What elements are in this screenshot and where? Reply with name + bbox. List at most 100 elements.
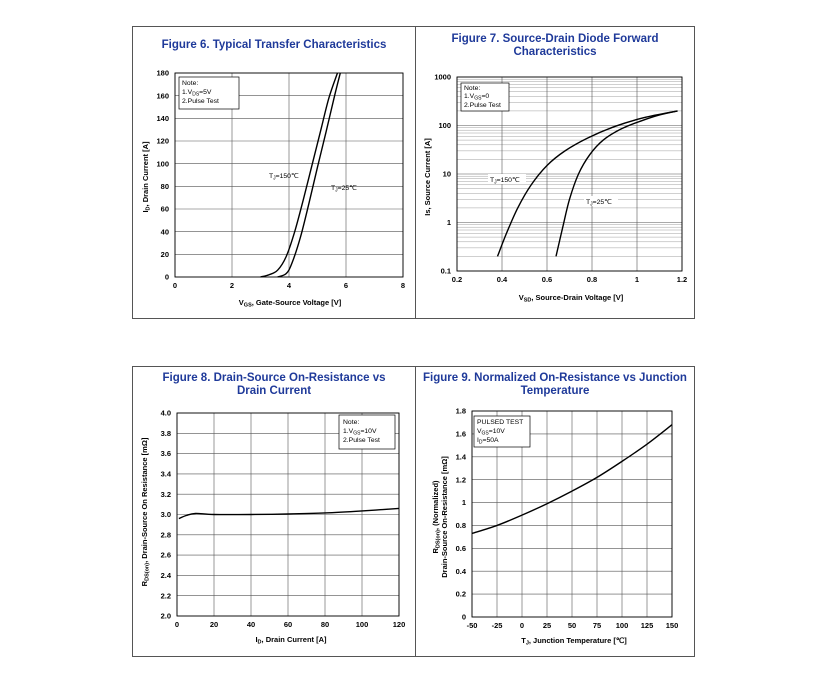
x-tick-label: 20 [210,620,218,629]
x-tick-label: 2 [230,281,234,290]
figure-8-y-axis-label: RDS(on), Drain-Source On Resistance [mΩ] [140,437,151,586]
y-tick-label: 1.2 [456,475,466,484]
figure-7-curve-label-150c: TJ=150℃ [490,177,520,186]
series-line-1 [260,72,339,278]
x-tick-label: 0 [520,621,524,630]
x-tick-label: 1.2 [677,275,687,284]
figure-9-note-line2: VGS=10V [477,428,505,437]
series-line-1 [471,424,673,535]
series-line-2 [555,110,678,257]
x-tick-label: 60 [284,620,292,629]
figure-6-note-line1: Note: [182,80,198,87]
figure-7-note-line1: Note: [464,85,480,92]
plot-frame [456,76,683,272]
figure-6-chart: 0 20 40 60 80 100 120 140 160 180 0 2 4 6 8 Note: 1.VD… [141,69,405,309]
y-tick-label: 0.2 [456,590,466,599]
y-tick-label: 140 [156,114,169,123]
figure-6-panel: Figure 6. Typical Transfer Characteristi… [132,26,416,319]
y-tick-label: 3.2 [161,490,171,499]
figure-9-x-axis-label: TJ, Junction Temperature [℃] [521,636,627,647]
y-tick-label: 180 [156,69,169,78]
x-tick-label: 6 [344,281,348,290]
y-tick-label: 2.8 [161,530,171,539]
x-tick-label: 0.6 [542,275,552,284]
figure-8-chart: 2.0 2.2 2.4 2.6 2.8 3.0 3.2 3.4 3.6 3.8 4.0 0 20 40 60… [140,409,406,646]
figure-6-x-axis-label: VGS, Gate-Source Voltage [V] [239,298,342,309]
y-tick-label: 4.0 [161,409,171,418]
y-tick-label: 0.6 [456,544,466,553]
y-tick-label: 2.0 [161,612,171,621]
y-tick-label: 10 [443,170,451,179]
y-tick-label: 80 [161,182,169,191]
x-tick-label: 25 [543,621,551,630]
series-line-1 [178,507,400,520]
x-tick-label: 150 [666,621,679,630]
y-tick-label: 2.2 [161,591,171,600]
x-tick-label: 100 [616,621,629,630]
x-tick-label: 50 [568,621,576,630]
figure-9-y-axis-label-line2: Drain-Source On-Resistance [mΩ] [440,456,449,578]
x-tick-label: 0 [173,281,177,290]
figure-6-note-box [178,76,240,110]
x-tick-label: 0 [175,620,179,629]
y-tick-label: 0 [165,273,169,282]
y-tick-label: 3.0 [161,510,171,519]
figure-9-title: Figure 9. Normalized On-Resistance vs Ju… [423,372,687,397]
figure-9-note-line1: PULSED TEST [477,419,523,426]
x-tick-label: -25 [492,621,503,630]
figure-7-curve-label-25c: TJ=25℃ [586,199,612,208]
figure-8-note-line1: Note: [343,419,359,426]
y-tick-label: 2.4 [161,571,172,580]
x-tick-label: 0.2 [452,275,462,284]
y-tick-label: 0.4 [456,567,467,576]
figure-6-y-axis-label: ID, Drain Current [A] [141,141,152,213]
figure-9-panel: Figure 9. Normalized On-Resistance vs Ju… [415,366,695,657]
figure-8-note-box [338,414,396,450]
figure-7-note-line3: 2.Pulse Test [464,102,501,109]
figure-7-title: Figure 7. Source-Drain Diode Forward Cha… [451,33,659,58]
y-tick-label: 1.6 [456,429,466,438]
y-tick-label: 0 [462,613,466,622]
y-tick-label: 120 [156,137,169,146]
series-line-2 [277,72,341,278]
x-tick-label: 120 [393,620,406,629]
y-tick-label: 3.8 [161,429,171,438]
plot-frame [176,412,400,617]
figure-7-x-axis-label: VSD, Source-Drain Voltage [V] [519,293,624,304]
x-tick-label: 125 [641,621,654,630]
x-tick-label: 4 [287,281,292,290]
x-tick-label: -50 [467,621,478,630]
series-line-1 [496,110,678,257]
figure-6-curve-label-150c: TJ=150℃ [269,173,299,182]
y-tick-label: 3.4 [161,470,172,479]
x-tick-label: 8 [401,281,405,290]
figure-7-note-box [460,82,510,112]
figure-8-panel: Figure 8. Drain-Source On-Resistance vs … [132,366,416,657]
x-tick-label: 40 [247,620,255,629]
figure-8-note-line3: 2.Pulse Test [343,437,380,444]
figure-8-note-line2: 1.VGS=10V [343,428,377,437]
y-tick-label: 20 [161,250,169,259]
figure-8-x-axis-label: ID, Drain Current [A] [255,635,327,646]
y-tick-label: 1 [462,498,466,507]
figure-9-chart: 0 0.2 0.4 0.6 0.8 1 1.2 1.4 1.6 1.8 -50 -25 0 25 50 75 1… [431,407,679,647]
figure-8-title: Figure 8. Drain-Source On-Resistance vs … [162,372,386,397]
figure-6-note-line2: 1.VDS=5V [182,89,212,98]
figure-6-curve-label-25c: TJ=25℃ [331,185,357,194]
y-tick-label: 1.8 [456,407,466,416]
y-tick-label: 1.4 [456,452,467,461]
y-tick-label: 100 [438,121,451,130]
x-tick-label: 0.4 [497,275,508,284]
plot-frame [174,72,404,278]
y-tick-label: 60 [161,205,169,214]
figure-7-panel: Figure 7. Source-Drain Diode Forward Cha… [415,26,695,319]
y-tick-label: 160 [156,91,169,100]
figure-7-y-axis-label: Is, Source Current [A] [423,138,432,216]
figure-6-title: Figure 6. Typical Transfer Characteristi… [161,39,387,51]
figure-9-y-axis-label-line1: RDS(on), (Normalized) [431,480,442,554]
y-tick-label: 40 [161,227,169,236]
x-tick-label: 75 [593,621,601,630]
figure-6-note-line3: 2.Pulse Test [182,98,219,105]
plot-frame [471,410,673,618]
y-tick-label: 100 [156,159,169,168]
